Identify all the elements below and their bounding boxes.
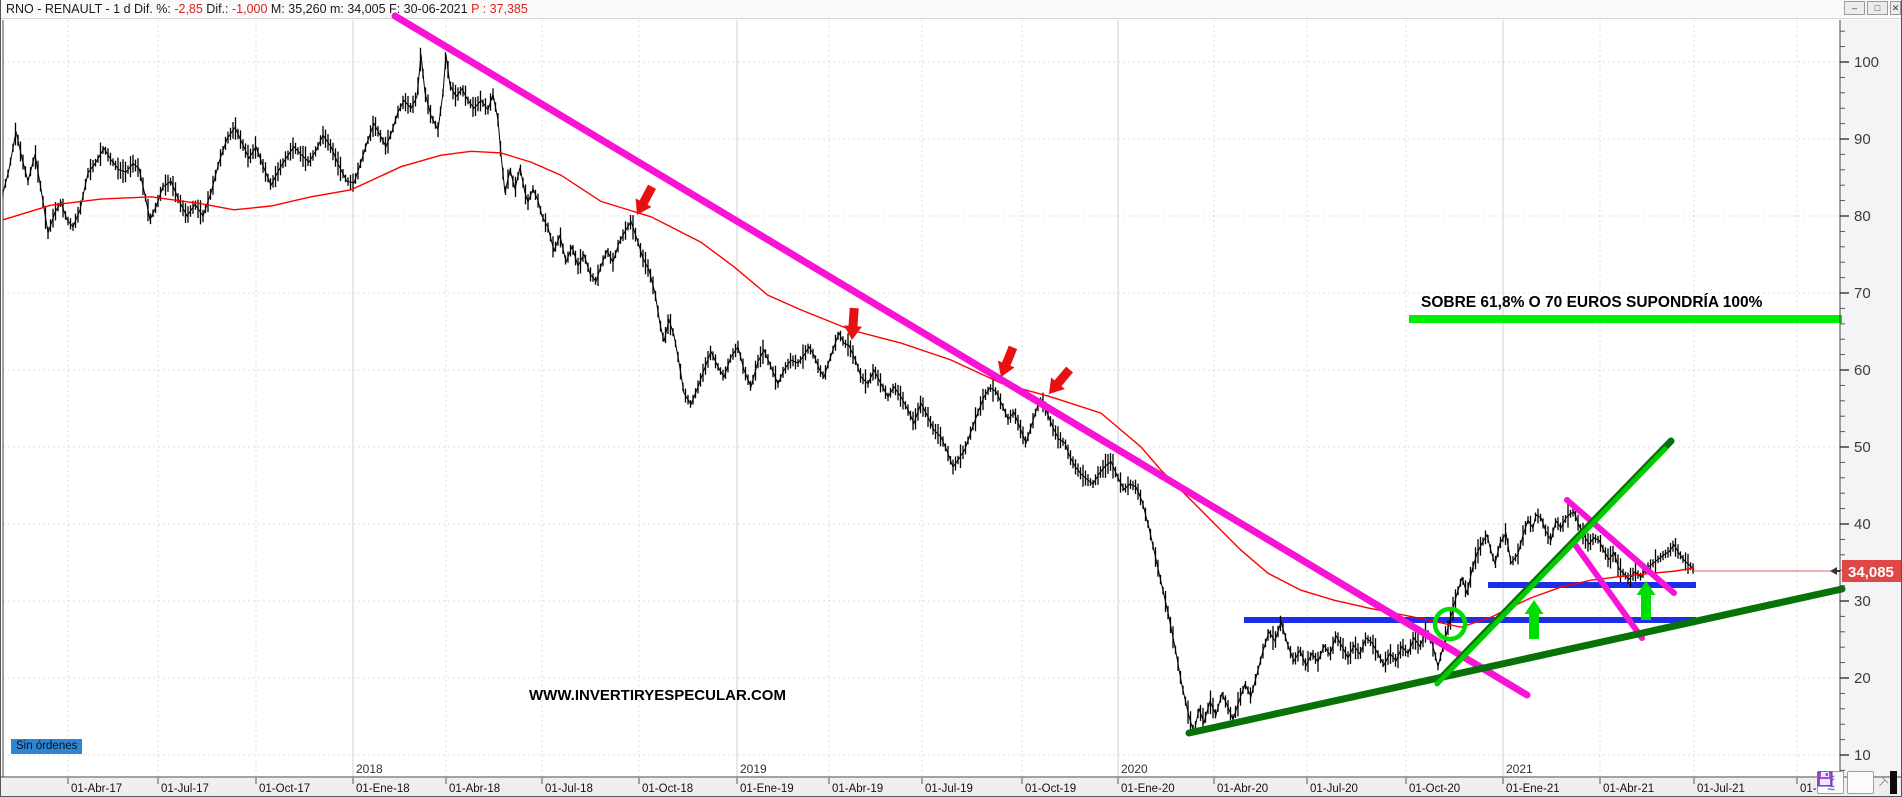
header-segment: -1,000	[232, 2, 268, 16]
y-tick-label: 100	[1854, 54, 1879, 71]
save-button[interactable]	[1817, 771, 1874, 794]
x-tick-label: 01-Abr-20	[1217, 783, 1268, 795]
x-tick-label: 01-Jul-19	[925, 783, 973, 795]
date-axis-strip	[1, 778, 1901, 796]
price-tag-arrow-icon	[1830, 567, 1840, 575]
price-axis-strip	[1840, 20, 1901, 777]
channel-magenta-lower[interactable]	[1573, 543, 1645, 641]
x-tick-label: 01-Ene-19	[740, 783, 794, 795]
fib-target-text: SOBRE 61,8% O 70 EUROS SUPONDRÍA 100%	[1421, 294, 1763, 311]
channel-magenta-upper[interactable]	[1564, 497, 1677, 596]
floppy-icon	[1817, 771, 1833, 787]
header-segment: M: 35,260 m: 34,005 F: 30-06-2021	[267, 2, 472, 16]
no-orders-badge: Sin órdenes	[11, 739, 83, 754]
buy-signal-arrow-icon[interactable]	[1636, 581, 1656, 620]
year-label: 2018	[356, 762, 383, 776]
year-label: 2019	[740, 762, 767, 776]
year-label: 2021	[1506, 762, 1533, 776]
y-tick-label: 90	[1854, 131, 1871, 148]
x-tick-label: 01-Oct-19	[1025, 783, 1076, 795]
x-tick-label: 01-Oct-20	[1409, 783, 1460, 795]
x-tick-label: 01-Jul-20	[1310, 783, 1358, 795]
bear-trendline-magenta[interactable]	[391, 12, 1531, 699]
last-price-value: 34,085	[1848, 564, 1894, 581]
x-tick-label: 01-Abr-18	[449, 783, 500, 795]
x-tick-label: 01-Ene-20	[1121, 783, 1175, 795]
bottom-right-toolbar: ≈≈ ⊤	[1817, 771, 1898, 794]
pin-icon[interactable]: ⊤	[1873, 773, 1891, 792]
y-tick-label: 40	[1854, 516, 1871, 533]
y-tick-label: 70	[1854, 285, 1871, 302]
title-bar: RNO - RENAULT - 1 d Dif. %: -2,85 Dif.: …	[1, 0, 1901, 19]
breakout-circle[interactable]	[1432, 606, 1468, 642]
sell-signal-arrow-icon[interactable]	[629, 183, 660, 220]
y-tick-label: 30	[1854, 593, 1871, 610]
header-segment: Dif.:	[202, 2, 232, 16]
price-path	[2, 54, 1695, 735]
plot-background	[1, 20, 1901, 777]
x-tick-label: 01-Ene-21	[1506, 783, 1560, 795]
x-tick-label: 01-Oct-17	[259, 783, 310, 795]
x-tick-label: 01-Oct-18	[642, 783, 693, 795]
minimize-button[interactable]: –	[1844, 1, 1865, 15]
y-tick-label: 10	[1854, 747, 1871, 764]
bull-trendline-steep-bright[interactable]	[1434, 446, 1668, 687]
year-label: 2020	[1121, 762, 1148, 776]
x-tick-label: 01-Ene-18	[356, 783, 410, 795]
header-segment: P : 37,385	[471, 2, 528, 16]
window-controls: – □ ✕	[1844, 1, 1901, 15]
x-tick-label: 01-Jul-17	[161, 783, 209, 795]
docked-panel-edge	[1890, 771, 1898, 794]
y-tick-label: 50	[1854, 439, 1871, 456]
sell-signal-arrow-icon[interactable]	[843, 307, 863, 340]
maximize-button[interactable]: □	[1867, 1, 1888, 15]
header-segment: -2,85	[174, 2, 203, 16]
x-tick-label: 01-Jul-18	[545, 783, 593, 795]
sell-signal-arrow-icon[interactable]	[1042, 364, 1076, 400]
y-tick-label: 20	[1854, 670, 1871, 687]
x-tick-label: 01-Jul-21	[1697, 783, 1745, 795]
header-segment: RNO - RENAULT - 1 d Dif. %:	[6, 2, 175, 16]
instrument-header: RNO - RENAULT - 1 d Dif. %: -2,85 Dif.: …	[6, 2, 528, 16]
x-tick-label: 01-Abr-19	[832, 783, 883, 795]
watermark-text: WWW.INVERTIRYESPECULAR.COM	[529, 687, 786, 704]
y-tick-label: 60	[1854, 362, 1871, 379]
sell-signal-arrow-icon[interactable]	[993, 344, 1022, 380]
moving-average-line	[2, 150, 1695, 628]
y-tick-label: 80	[1854, 208, 1871, 225]
last-price-tag	[1842, 560, 1901, 582]
close-button[interactable]: ✕	[1890, 1, 1901, 15]
buy-signal-arrow-icon[interactable]	[1524, 600, 1544, 639]
x-tick-label: 01-Abr-21	[1603, 783, 1654, 795]
x-tick-label: 01-Abr-17	[71, 783, 122, 795]
bull-trendline-long-green[interactable]	[1185, 585, 1846, 737]
